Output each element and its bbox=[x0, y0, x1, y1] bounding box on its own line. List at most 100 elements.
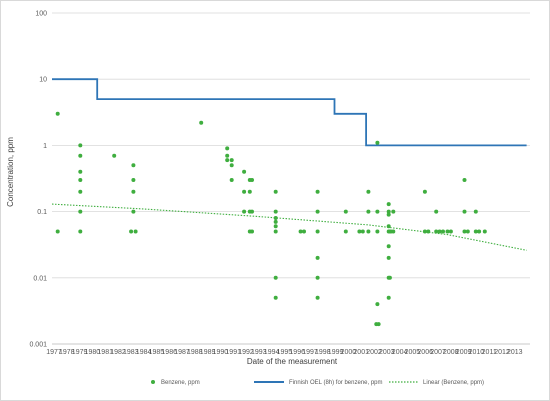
x-tick-label: 1992 bbox=[238, 349, 254, 356]
x-tick-label: 1990 bbox=[213, 349, 229, 356]
benzene-point bbox=[133, 229, 138, 234]
benzene-point bbox=[366, 189, 371, 194]
benzene-point bbox=[229, 163, 234, 168]
x-tick-label: 1993 bbox=[251, 349, 267, 356]
benzene-point bbox=[386, 202, 391, 207]
benzene-point bbox=[389, 229, 393, 234]
benzene-point bbox=[131, 189, 136, 194]
x-tick-label: 1989 bbox=[200, 349, 216, 356]
x-tick-label: 2013 bbox=[507, 349, 523, 356]
benzene-point bbox=[386, 295, 391, 300]
x-tick-label: 2003 bbox=[379, 349, 395, 356]
benzene-point bbox=[78, 209, 83, 214]
benzene-point bbox=[229, 158, 234, 163]
benzene-point bbox=[448, 229, 453, 234]
benzene-point bbox=[360, 229, 365, 234]
benzene-point bbox=[473, 229, 478, 234]
benzene-point bbox=[422, 189, 427, 194]
benzene-point bbox=[273, 224, 278, 229]
benzene-point bbox=[199, 120, 204, 125]
benzene-point bbox=[78, 229, 83, 234]
benzene-point bbox=[78, 189, 83, 194]
y-axis-title: Concentration, ppm bbox=[6, 137, 15, 207]
benzene-point bbox=[391, 209, 396, 214]
gridlines bbox=[52, 12, 530, 345]
x-tick-label: 1980 bbox=[85, 349, 101, 356]
x-tick-label: 1995 bbox=[277, 349, 293, 356]
benzene-point bbox=[366, 209, 371, 214]
x-tick-label: 2007 bbox=[430, 349, 446, 356]
benzene-point bbox=[273, 209, 278, 214]
benzene-point bbox=[387, 275, 392, 280]
benzene-scatter-series bbox=[55, 111, 487, 327]
benzene-point bbox=[426, 229, 431, 234]
benzene-point bbox=[229, 178, 234, 182]
benzene-point bbox=[242, 169, 247, 174]
benzene-point bbox=[366, 229, 371, 234]
benzene-point bbox=[386, 224, 391, 229]
x-tick-label: 2004 bbox=[392, 349, 408, 356]
benzene-point bbox=[462, 178, 467, 182]
x-tick-label: 1986 bbox=[161, 349, 177, 356]
benzene-point bbox=[357, 229, 362, 234]
legend-item-oel: Finnish OEL (8h) for benzene, ppm bbox=[254, 380, 383, 386]
benzene-point bbox=[315, 209, 320, 214]
benzene-point bbox=[375, 229, 380, 234]
x-tick-label: 1998 bbox=[315, 349, 331, 356]
x-tick-label: 1996 bbox=[289, 349, 305, 356]
x-tick-label: 1982 bbox=[110, 349, 126, 356]
benzene-point bbox=[386, 255, 391, 260]
trendline-series bbox=[51, 203, 527, 251]
x-tick-labels: 1977197819791980198119821983198419851986… bbox=[46, 349, 522, 356]
benzene-point bbox=[482, 229, 487, 234]
x-tick-label: 2000 bbox=[341, 349, 357, 356]
benzene-point bbox=[462, 229, 467, 234]
x-tick-label: 1983 bbox=[123, 349, 139, 356]
benzene-point bbox=[273, 275, 278, 280]
benzene-point bbox=[55, 111, 60, 116]
benzene-point bbox=[250, 178, 254, 182]
x-axis-title: Date of the measurement bbox=[247, 357, 338, 366]
x-tick-label: 1981 bbox=[97, 349, 113, 356]
x-tick-label: 2006 bbox=[417, 349, 433, 356]
benzene-point bbox=[273, 219, 278, 224]
legend-label-oel: Finnish OEL (8h) for benzene, ppm bbox=[289, 380, 383, 386]
benzene-point bbox=[315, 275, 320, 280]
benzene-point bbox=[129, 229, 134, 234]
benzene-point bbox=[315, 295, 320, 300]
benzene-point bbox=[462, 209, 467, 214]
benzene-point bbox=[465, 229, 470, 234]
benzene-point bbox=[242, 209, 247, 214]
y-tick-label: 10 bbox=[39, 77, 47, 84]
benzene-point bbox=[298, 229, 303, 234]
benzene-point bbox=[302, 229, 306, 234]
benzene-point bbox=[434, 229, 439, 234]
x-tick-label: 2008 bbox=[443, 349, 459, 356]
legend-label-benzene: Benzene, ppm bbox=[161, 380, 200, 386]
benzene-point bbox=[477, 229, 482, 234]
oel-step-series bbox=[52, 78, 527, 147]
benzene-point bbox=[78, 143, 83, 148]
x-tick-label: 1987 bbox=[174, 349, 190, 356]
benzene-point bbox=[434, 209, 439, 214]
x-tick-label: 1985 bbox=[149, 349, 165, 356]
benzene-point bbox=[131, 209, 136, 214]
benzene-point bbox=[131, 178, 136, 182]
x-tick-label: 1994 bbox=[264, 349, 280, 356]
benzene-point bbox=[315, 255, 320, 260]
benzene-point bbox=[247, 189, 252, 194]
benzene-point bbox=[375, 209, 380, 214]
benzene-point bbox=[386, 244, 391, 249]
benzene-point bbox=[376, 322, 381, 327]
x-tick-label: 1977 bbox=[46, 349, 62, 356]
x-tick-label: 1979 bbox=[72, 349, 88, 356]
benzene-point bbox=[273, 189, 278, 194]
benzene-point bbox=[422, 229, 427, 234]
x-tick-label: 2010 bbox=[469, 349, 485, 356]
legend: Benzene, ppm Finnish OEL (8h) for benzen… bbox=[151, 380, 484, 386]
benzene-point bbox=[315, 189, 320, 194]
benzene-point bbox=[273, 295, 278, 300]
legend-label-trend: Linear (Benzene, ppm) bbox=[423, 380, 484, 386]
legend-item-benzene: Benzene, ppm bbox=[151, 380, 200, 386]
